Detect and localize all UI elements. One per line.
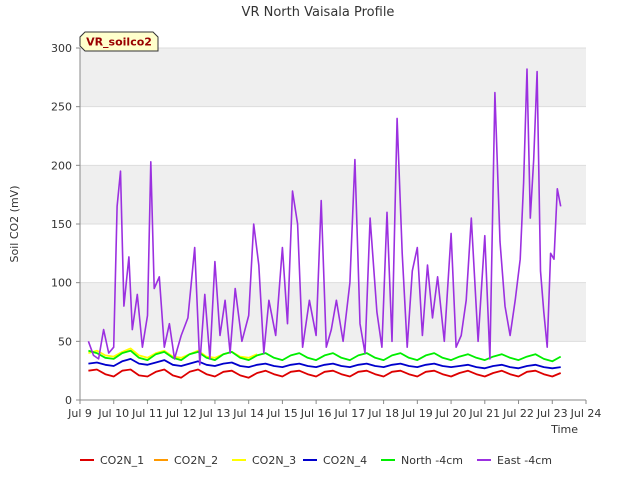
x-tick-label-10: Jul 19	[401, 407, 433, 420]
x-tick-label-11: Jul 20	[435, 407, 467, 420]
y-axis-label: Soil CO2 (mV)	[8, 186, 21, 263]
series-line-north-4cm	[88, 349, 562, 363]
x-tick-label-8: Jul 17	[333, 407, 365, 420]
x-tick-label-5: Jul 14	[232, 407, 264, 420]
y-tick-label-6: 300	[51, 42, 72, 55]
x-tick-label-6: Jul 15	[266, 407, 298, 420]
x-tick-label-15: Jul 24	[570, 407, 602, 420]
x-tick-label-12: Jul 21	[468, 407, 500, 420]
x-tick-label-13: Jul 22	[502, 407, 534, 420]
badge-label: VR_soilco2	[86, 36, 152, 49]
series-line-co2n-4	[88, 357, 561, 370]
y-tick-labels: 0 50 100 150 200 250 300	[51, 42, 80, 407]
legend-label-3: CO2N_4	[323, 454, 367, 467]
x-tick-label-9: Jul 18	[367, 407, 399, 420]
legend-label-4: North -4cm	[401, 454, 463, 467]
series-line-east-4cm	[87, 68, 562, 366]
series-badge: VR_soilco2	[79, 31, 159, 52]
x-tick-label-7: Jul 16	[300, 407, 332, 420]
legend-label-0: CO2N_1	[100, 454, 144, 467]
legend-label-5: East -4cm	[497, 454, 552, 467]
legend-label-1: CO2N_2	[174, 454, 218, 467]
x-tick-label-3: Jul 12	[165, 407, 197, 420]
x-tick-label-14: Jul 23	[536, 407, 568, 420]
plot-band-2	[80, 282, 586, 342]
x-tick-label-2: Jul 11	[131, 407, 163, 420]
badge-frame	[79, 31, 159, 52]
x-tick-labels: Jul 9 Jul 10 Jul 11 Jul 12 Jul 13 Jul 14 Jul 1…	[67, 400, 601, 420]
x-tick-label-1: Jul 10	[97, 407, 129, 420]
series-line-co2n-1	[88, 368, 562, 379]
series-layer	[87, 68, 562, 379]
x-axis-label: Time	[550, 423, 578, 436]
plot-band-0	[80, 48, 586, 107]
legend: CO2N_1 CO2N_2 CO2N_3 CO2N_4 North -4cm East -…	[80, 454, 552, 467]
chart-title: VR North Vaisala Profile	[242, 5, 395, 20]
x-tick-label-4: Jul 13	[199, 407, 231, 420]
y-tick-label-0: 0	[65, 394, 72, 407]
y-tick-label-4: 200	[51, 159, 72, 172]
y-tick-label-2: 100	[51, 277, 72, 290]
y-tick-label-5: 250	[51, 101, 72, 114]
y-tick-label-3: 150	[51, 218, 72, 231]
legend-label-2: CO2N_3	[252, 454, 296, 467]
x-tick-label-0: Jul 9	[67, 407, 92, 420]
y-tick-label-1: 50	[58, 335, 72, 348]
plot-band-1	[80, 165, 586, 224]
